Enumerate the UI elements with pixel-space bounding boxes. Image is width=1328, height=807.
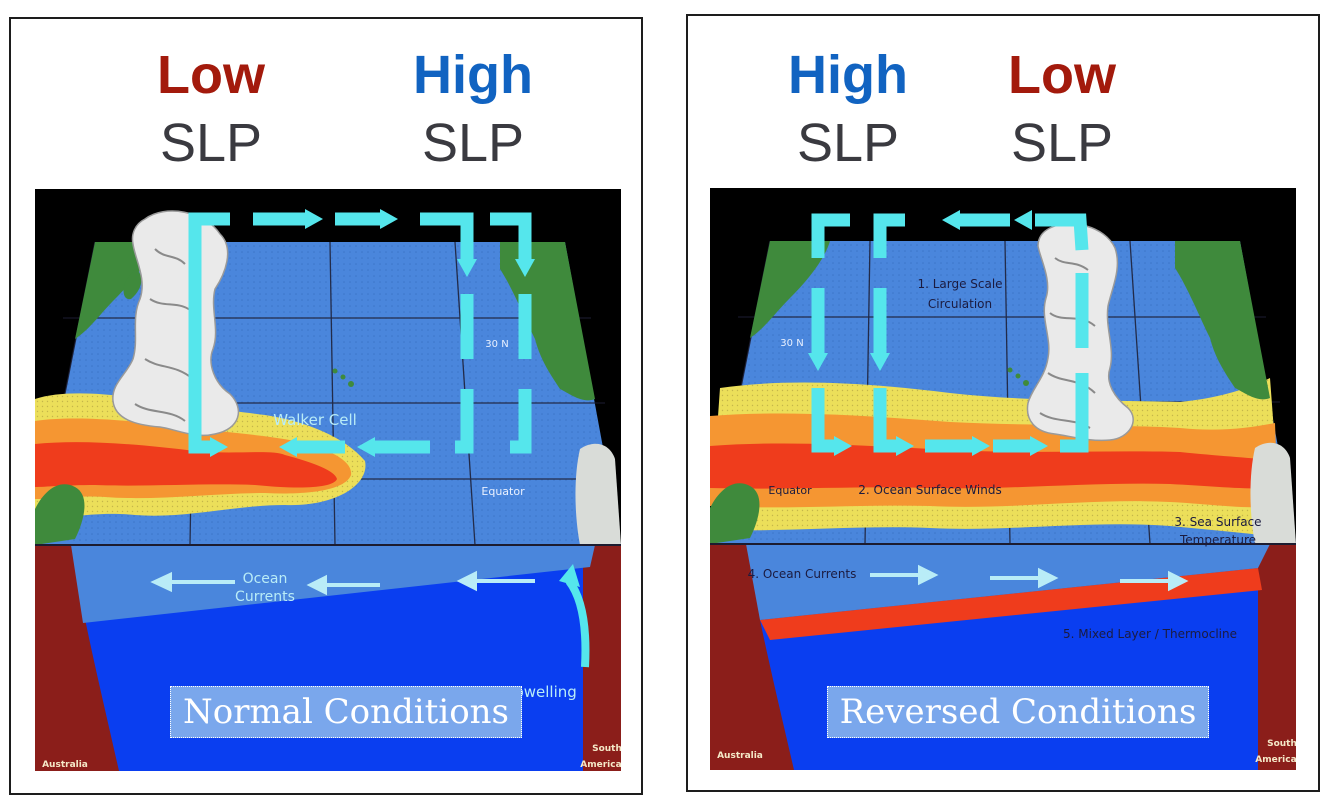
slp-label: SLP <box>1010 113 1114 173</box>
normal-conditions-map: Walker Cell 30 N Equator Ocean Currents … <box>35 189 621 771</box>
indonesia-landmass <box>710 483 760 544</box>
ocean-surface-winds-label: 2. Ocean Surface Winds <box>858 483 1001 497</box>
andes-landmass <box>575 443 621 545</box>
latitude-30n-label: 30 N <box>485 339 508 350</box>
large-scale-circulation-label-line1: 1. Large Scale <box>917 277 1002 291</box>
ocean-currents-label-line2: Currents <box>235 589 295 605</box>
america-label: America <box>1255 755 1296 765</box>
ocean-current-arrows <box>870 564 1189 592</box>
andes-landmass <box>1250 442 1296 544</box>
ocean-current-arrows <box>150 570 535 596</box>
surface-mixed-layer <box>746 544 1270 620</box>
slp-label: SLP <box>159 113 263 173</box>
asia-landmass <box>750 241 830 338</box>
asia-landmass <box>75 242 155 339</box>
normal-conditions-panel: Low SLP High SLP <box>9 17 643 795</box>
upwelling-arrow <box>565 578 590 668</box>
thermocline-layer <box>760 568 1262 640</box>
south-label: South <box>1267 739 1296 749</box>
high-pressure-label: High <box>788 45 908 105</box>
walker-circulation-arrows <box>188 212 532 454</box>
large-scale-circulation-label-line2: Circulation <box>928 297 992 311</box>
ocean-currents-label-line1: Ocean <box>243 571 288 587</box>
australia-label: Australia <box>42 760 88 770</box>
low-pressure-label: Low <box>1008 45 1116 105</box>
reversed-conditions-map: 1. Large Scale Circulation 30 N Equator … <box>710 188 1296 770</box>
low-pressure-label: Low <box>157 45 265 105</box>
high-pressure-label: High <box>413 45 533 105</box>
australia-label: Australia <box>717 751 763 761</box>
south-label: South <box>592 744 621 754</box>
latitude-30n-label: 30 N <box>780 338 803 349</box>
north-america-landmass <box>500 242 595 401</box>
normal-conditions-label: Normal Conditions <box>170 686 522 738</box>
reversed-circulation-arrows <box>811 213 1089 453</box>
walker-cell-label: Walker Cell <box>273 411 357 429</box>
thermocline-label: 5. Mixed Layer / Thermocline <box>1063 627 1237 641</box>
slp-label: SLP <box>421 113 525 173</box>
equator-label: Equator <box>768 484 812 497</box>
reversed-conditions-label: Reversed Conditions <box>827 686 1209 738</box>
warm-pool-red <box>35 442 337 488</box>
reversed-conditions-panel: High SLP Low SLP <box>686 14 1320 792</box>
america-label: America <box>580 760 621 770</box>
indonesia-landmass <box>35 484 85 545</box>
north-america-landmass <box>1175 241 1270 400</box>
sea-surface-temperature-label-line2: Temperature <box>1179 533 1256 547</box>
warm-band-red <box>710 443 1276 489</box>
sea-surface-temperature-label-line1: 3. Sea Surface <box>1174 515 1261 529</box>
equator-label: Equator <box>481 485 525 498</box>
ocean-currents-label: 4. Ocean Currents <box>748 567 857 581</box>
slp-label: SLP <box>796 113 900 173</box>
